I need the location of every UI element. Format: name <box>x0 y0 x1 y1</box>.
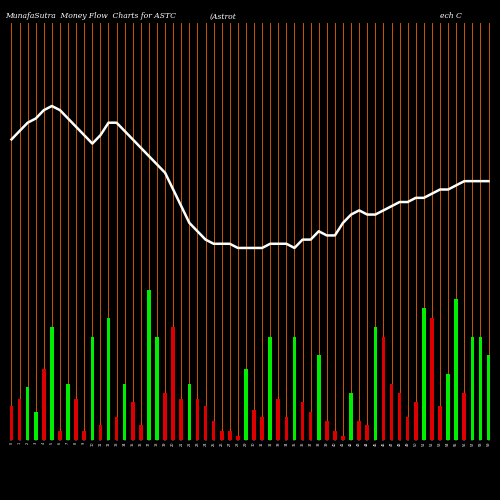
Bar <box>98 425 102 440</box>
Bar <box>374 328 377 440</box>
Bar <box>317 356 320 440</box>
Bar <box>486 356 490 440</box>
Bar <box>18 398 21 440</box>
Bar <box>10 406 14 440</box>
Bar <box>462 393 466 440</box>
Bar <box>172 328 175 440</box>
Bar <box>228 430 232 440</box>
Bar <box>42 368 45 440</box>
Bar <box>268 336 272 440</box>
Bar <box>366 425 369 440</box>
Bar <box>406 418 409 440</box>
Bar <box>34 412 37 440</box>
Bar <box>164 393 167 440</box>
Bar <box>438 406 442 440</box>
Bar <box>284 418 288 440</box>
Bar <box>292 336 296 440</box>
Bar <box>204 406 208 440</box>
Bar <box>196 398 200 440</box>
Bar <box>446 374 450 440</box>
Bar <box>398 393 402 440</box>
Bar <box>276 398 280 440</box>
Bar <box>358 421 361 440</box>
Bar <box>478 336 482 440</box>
Bar <box>325 421 328 440</box>
Bar <box>50 328 53 440</box>
Bar <box>74 398 78 440</box>
Bar <box>188 384 191 440</box>
Text: MunafaSutra  Money Flow  Charts for ASTC: MunafaSutra Money Flow Charts for ASTC <box>5 12 176 20</box>
Bar <box>236 436 240 440</box>
Bar <box>470 336 474 440</box>
Bar <box>252 410 256 440</box>
Bar <box>147 290 150 440</box>
Bar <box>131 402 134 440</box>
Bar <box>58 430 62 440</box>
Bar <box>341 436 345 440</box>
Bar <box>382 336 385 440</box>
Bar <box>390 384 394 440</box>
Bar <box>309 412 312 440</box>
Bar <box>414 402 418 440</box>
Bar <box>244 368 248 440</box>
Bar <box>333 430 336 440</box>
Bar <box>139 425 142 440</box>
Bar <box>212 421 216 440</box>
Bar <box>26 388 30 440</box>
Bar <box>350 393 353 440</box>
Bar <box>90 336 94 440</box>
Text: (Astrot: (Astrot <box>210 12 237 20</box>
Bar <box>106 318 110 440</box>
Bar <box>430 318 434 440</box>
Bar <box>123 384 126 440</box>
Bar <box>180 398 183 440</box>
Bar <box>260 418 264 440</box>
Bar <box>155 336 159 440</box>
Bar <box>220 430 224 440</box>
Bar <box>454 299 458 440</box>
Bar <box>115 418 118 440</box>
Bar <box>300 402 304 440</box>
Bar <box>422 308 426 440</box>
Bar <box>66 384 70 440</box>
Bar <box>82 430 86 440</box>
Text: ech C: ech C <box>440 12 462 20</box>
